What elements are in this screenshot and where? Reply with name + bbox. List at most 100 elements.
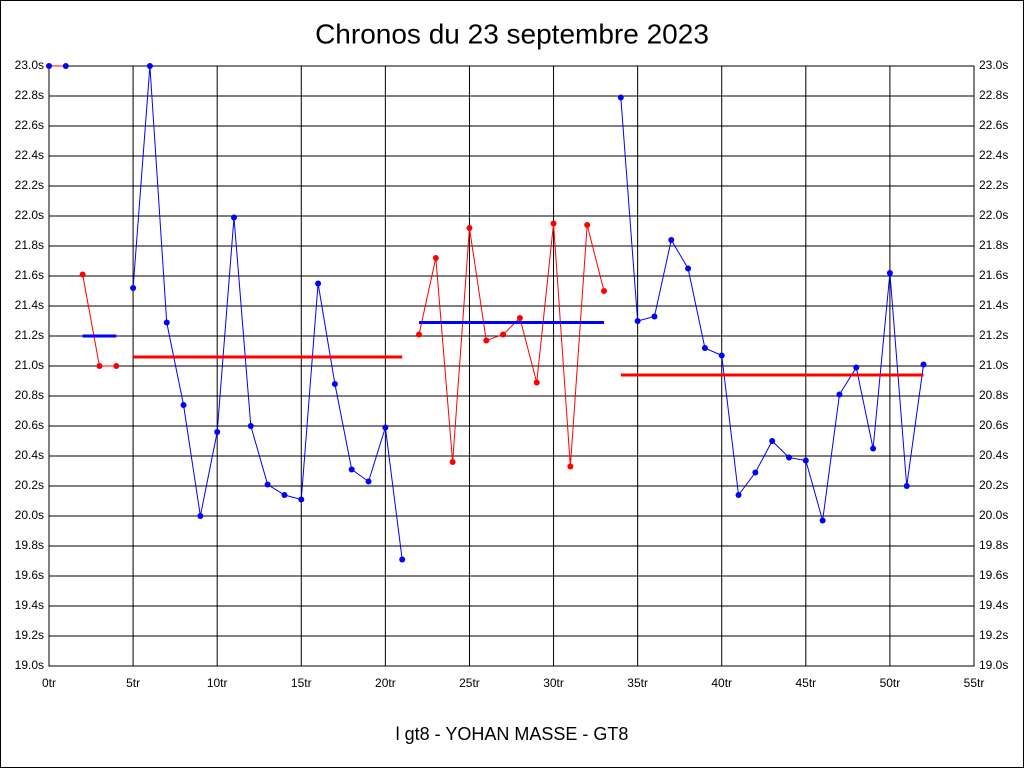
y-tick-label: 19.8s xyxy=(15,538,44,552)
y2-tick-label: 20.0s xyxy=(979,508,1008,522)
lap-point xyxy=(634,318,641,324)
lap-point xyxy=(651,313,658,320)
lap-point xyxy=(231,214,237,221)
y2-tick-label: 20.4s xyxy=(979,448,1008,462)
lap-point xyxy=(886,270,893,276)
x-tick-label: 35tr xyxy=(627,676,648,690)
x-tick-label: 55tr xyxy=(964,676,985,690)
lap-point xyxy=(264,481,271,488)
y2-tick-label: 22.6s xyxy=(979,118,1008,132)
lap-point xyxy=(550,220,557,227)
y2-tick-label: 23.0s xyxy=(979,58,1008,72)
lap-point xyxy=(718,352,725,359)
x-tick-label: 5tr xyxy=(126,676,140,690)
lap-point xyxy=(819,517,826,524)
x-tick-label: 40tr xyxy=(711,676,732,690)
lap-point xyxy=(416,331,422,338)
y2-tick-label: 21.6s xyxy=(979,268,1008,282)
y-tick-label: 20.8s xyxy=(15,388,44,402)
x-tick-label: 0tr xyxy=(42,676,56,690)
lap-point xyxy=(331,381,338,387)
lap-line xyxy=(418,223,605,467)
lap-point xyxy=(735,492,742,498)
x-tick-label: 45tr xyxy=(795,676,816,690)
y2-tick-label: 21.8s xyxy=(979,238,1008,252)
lap-point xyxy=(399,556,406,563)
lap-point xyxy=(113,363,120,369)
lap-point xyxy=(315,280,322,287)
lap-point xyxy=(146,63,153,69)
lap-point xyxy=(870,445,877,452)
y2-tick-label: 22.0s xyxy=(979,208,1008,222)
lap-point xyxy=(163,319,170,326)
lap-point xyxy=(432,255,439,261)
lap-point xyxy=(516,315,523,321)
y-tick-label: 22.6s xyxy=(15,118,44,132)
y2-tick-label: 19.2s xyxy=(979,628,1008,642)
lap-point xyxy=(96,363,103,369)
x-tick-label: 50tr xyxy=(880,676,901,690)
lap-point xyxy=(617,94,624,101)
lap-point xyxy=(769,438,776,444)
lap-point xyxy=(903,483,910,489)
y2-tick-label: 20.6s xyxy=(979,418,1008,432)
y-tick-label: 20.4s xyxy=(15,448,44,462)
x-tick-label: 25tr xyxy=(459,676,480,690)
lap-point xyxy=(567,463,574,470)
y-tick-label: 21.8s xyxy=(15,238,44,252)
y-tick-label: 20.2s xyxy=(15,478,44,492)
y-tick-label: 19.2s xyxy=(15,628,44,642)
lap-point xyxy=(483,337,490,344)
lap-point xyxy=(180,402,187,408)
y-tick-label: 20.0s xyxy=(15,508,44,522)
lap-point xyxy=(500,331,507,338)
y2-tick-label: 21.4s xyxy=(979,298,1008,312)
lap-point xyxy=(62,63,69,69)
y-tick-label: 22.8s xyxy=(15,88,44,102)
lap-point xyxy=(920,361,927,368)
y-tick-label: 19.0s xyxy=(15,658,44,672)
x-tick-label: 20tr xyxy=(375,676,396,690)
lap-point xyxy=(79,271,86,278)
y-tick-label: 19.6s xyxy=(15,568,44,582)
y2-tick-label: 22.2s xyxy=(979,178,1008,192)
x-axis-title: l gt8 - YOHAN MASSE - GT8 xyxy=(396,724,629,744)
lap-point xyxy=(382,424,389,431)
y-tick-label: 22.4s xyxy=(15,148,44,162)
y-tick-label: 21.6s xyxy=(15,268,44,282)
y-tick-label: 21.2s xyxy=(15,328,44,342)
y2-tick-label: 19.8s xyxy=(979,538,1008,552)
y-tick-label: 23.0s xyxy=(15,58,44,72)
lap-point xyxy=(214,429,221,435)
y2-tick-label: 20.2s xyxy=(979,478,1008,492)
lap-point xyxy=(752,469,759,476)
y2-tick-label: 21.2s xyxy=(979,328,1008,342)
y-tick-label: 20.6s xyxy=(15,418,44,432)
lap-point xyxy=(365,478,372,485)
lap-point xyxy=(584,222,591,228)
y-tick-label: 21.0s xyxy=(15,358,44,372)
lap-point xyxy=(701,345,708,351)
y2-tick-label: 19.0s xyxy=(979,658,1008,672)
lap-point xyxy=(802,457,809,464)
lap-point xyxy=(601,288,607,294)
lap-point xyxy=(836,391,843,398)
lap-point xyxy=(298,496,305,503)
lap-point xyxy=(533,379,540,386)
y-tick-label: 21.4s xyxy=(15,298,44,312)
lap-point xyxy=(786,454,792,461)
y2-tick-label: 22.4s xyxy=(979,148,1008,162)
y2-tick-label: 19.6s xyxy=(979,568,1008,582)
lap-point xyxy=(281,492,288,498)
lap-point xyxy=(247,423,254,429)
y-tick-label: 22.2s xyxy=(15,178,44,192)
lap-point xyxy=(853,364,860,371)
y2-tick-label: 19.4s xyxy=(979,598,1008,612)
y2-tick-label: 20.8s xyxy=(979,388,1008,402)
lap-point xyxy=(348,466,355,473)
chart-title: Chronos du 23 septembre 2023 xyxy=(315,18,709,49)
y-tick-label: 19.4s xyxy=(15,598,44,612)
y-tick-label: 22.0s xyxy=(15,208,44,222)
lap-point xyxy=(466,225,473,231)
